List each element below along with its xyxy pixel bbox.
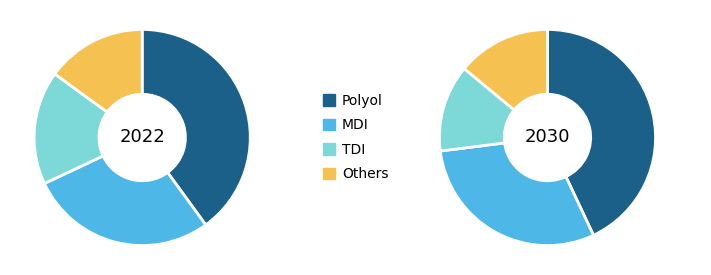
- Wedge shape: [439, 68, 514, 151]
- Wedge shape: [44, 156, 205, 246]
- Wedge shape: [34, 74, 107, 183]
- Wedge shape: [55, 29, 142, 112]
- Wedge shape: [440, 143, 594, 246]
- Wedge shape: [464, 29, 547, 110]
- Text: 2022: 2022: [119, 128, 165, 147]
- Text: 2030: 2030: [525, 128, 570, 147]
- Wedge shape: [142, 29, 250, 225]
- Legend: Polyol, MDI, TDI, Others: Polyol, MDI, TDI, Others: [323, 94, 388, 181]
- Wedge shape: [547, 29, 656, 235]
